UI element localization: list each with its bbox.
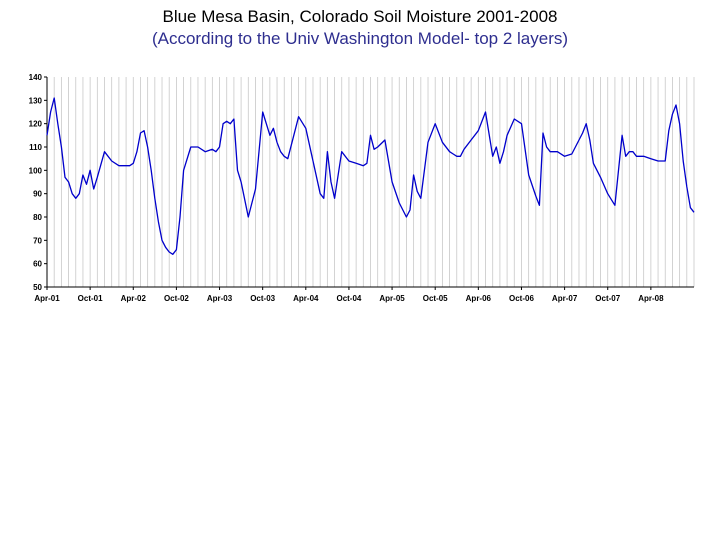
x-tick-label: Oct-03 (250, 294, 275, 303)
tick-label-layer: 50 60 70 80 90 100 110 120 130 140 Apr-01 Oct-01 Apr… (29, 73, 664, 303)
y-tick-label: 140 (29, 73, 43, 82)
chart-subtitle: (According to the Univ Washington Model-… (151, 29, 569, 48)
x-tick-label: Oct-01 (78, 294, 103, 303)
y-tick-label: 80 (33, 213, 42, 222)
soil-moisture-chart: 50 60 70 80 90 100 110 120 130 140 Apr-01 Oct-01 Apr… (29, 73, 695, 303)
x-tick-label: Apr-03 (207, 294, 233, 303)
chart-title: Blue Mesa Basin, Colorado Soil Moisture … (162, 7, 558, 26)
y-tick-label: 130 (29, 96, 43, 105)
x-tick-label: Apr-08 (638, 294, 664, 303)
y-tick-label: 110 (29, 143, 42, 152)
x-tick-label: Apr-04 (293, 294, 319, 303)
x-tick-label: Apr-05 (379, 294, 405, 303)
y-tick-label: 60 (33, 260, 42, 269)
y-tick-label: 90 (33, 190, 42, 199)
x-tick-label: Apr-02 (121, 294, 147, 303)
y-tick-label: 50 (33, 283, 42, 292)
series-line-soil-moisture (46, 97, 695, 255)
x-tick-label: Oct-07 (595, 294, 620, 303)
series-layer (46, 97, 695, 255)
x-tick-label: Oct-06 (509, 294, 534, 303)
y-tick-label: 120 (29, 120, 43, 129)
x-tick-label: Oct-02 (164, 294, 189, 303)
x-tick-label: Apr-01 (34, 294, 60, 303)
x-tick-label: Apr-07 (552, 294, 578, 303)
x-tick-label: Oct-04 (336, 294, 361, 303)
grid-layer (46, 77, 695, 287)
x-tick-label: Oct-05 (423, 294, 448, 303)
y-tick-label: 70 (33, 236, 42, 245)
x-tick-label: Apr-06 (466, 294, 492, 303)
axis-layer (44, 76, 694, 290)
y-tick-label: 100 (29, 166, 43, 175)
